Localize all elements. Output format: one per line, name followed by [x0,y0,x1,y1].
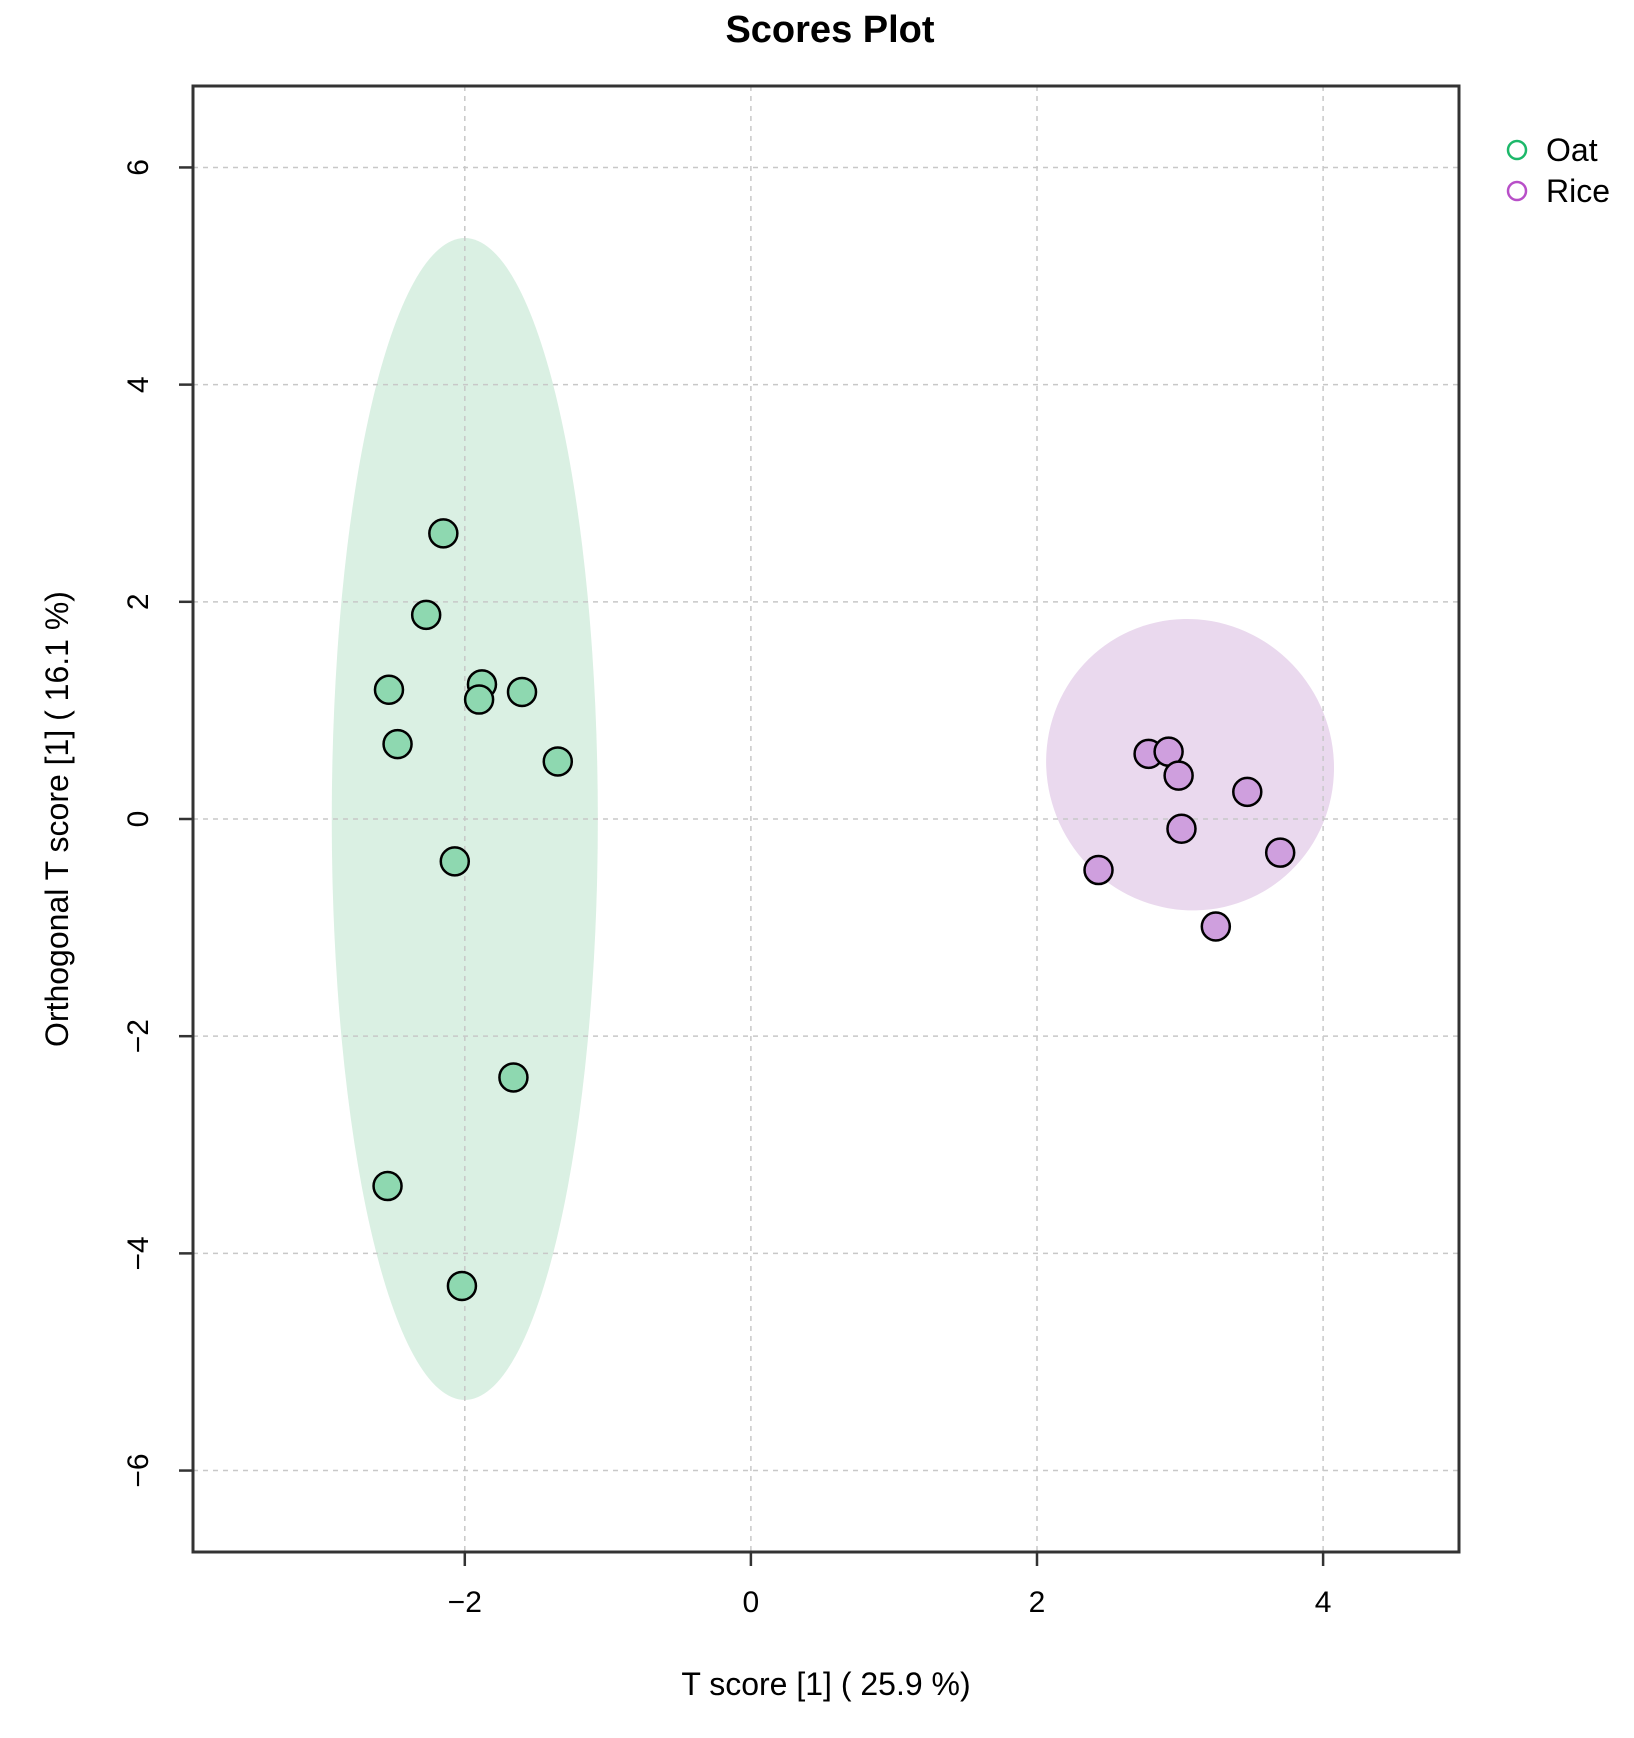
x-axis-label: T score [1] ( 25.9 %) [681,1666,970,1702]
legend-marker-oat [1506,139,1528,161]
point-oat [428,518,459,549]
x-tick-label: 0 [743,1586,760,1619]
point-oat [372,1170,403,1202]
point-rice [1200,911,1232,942]
x-tick-label: 2 [1029,1586,1046,1619]
point-oat [382,728,413,760]
y-tick-label: −4 [122,1236,155,1270]
y-axis-ticks: −6 −4 −2 0 2 4 6 [122,159,193,1488]
legend: Oat Rice [1506,132,1610,209]
point-oat [373,674,405,706]
point-oat [446,1270,478,1302]
point-rice [1232,776,1263,808]
ellipse-rice [1046,618,1335,911]
point-rice [1264,837,1296,868]
point-oat [506,676,538,708]
point-oat [439,846,471,877]
legend-label-rice: Rice [1546,173,1610,209]
x-tick-label: −2 [448,1586,482,1619]
data-points [372,518,1296,1302]
point-rice [1166,813,1197,845]
point-rice [1083,854,1114,886]
confidence-ellipses [331,238,1335,1400]
y-tick-label: 2 [122,593,155,610]
point-rice [1163,760,1194,791]
x-axis-ticks: −2 0 2 4 [448,1552,1332,1619]
y-axis-label: Orthogonal T score [1] ( 16.1 %) [39,591,75,1047]
point-oat [542,746,574,777]
y-tick-label: 0 [122,811,155,828]
grid-lines [193,86,1459,1552]
point-oat [410,599,442,631]
y-tick-label: −2 [122,1019,155,1053]
point-oat [463,684,495,715]
y-tick-label: 4 [122,376,155,393]
legend-marker-rice [1506,180,1528,202]
y-tick-label: 6 [122,159,155,176]
point-oat [498,1062,529,1093]
x-tick-label: 4 [1315,1586,1332,1619]
legend-label-oat: Oat [1546,132,1598,168]
y-tick-label: −6 [122,1453,155,1487]
chart-title: Scores Plot [725,9,934,51]
